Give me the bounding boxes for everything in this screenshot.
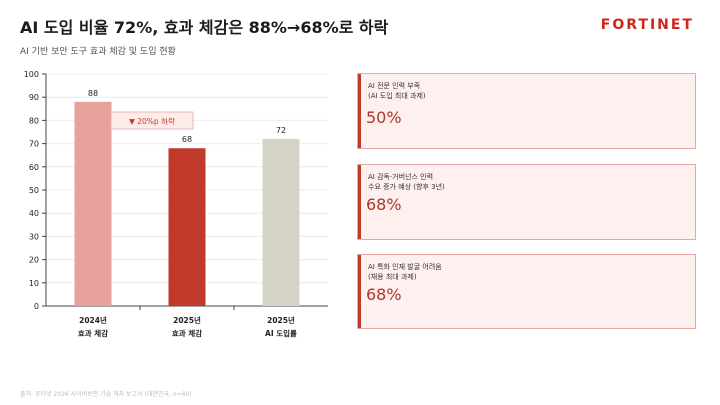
x-tick-label: 효과 체감 [172,328,202,338]
y-tick-label: 60 [29,163,39,172]
card-label: AI 전문 인력 부족 (AI 도입 최대 과제) [368,82,426,100]
page-subtitle: AI 기반 보안 도구 효과 체감 및 도입 현황 [20,47,176,57]
y-tick-label: 90 [29,93,39,102]
y-tick-label: 50 [29,186,39,195]
y-tick-label: 80 [29,116,39,125]
y-tick-label: 0 [34,302,39,311]
card-value: 68% [366,195,402,214]
x-tick-label: 2025년 [267,315,295,325]
x-tick-label: AI 도입률 [265,328,297,338]
card-accent-bar [358,74,361,148]
y-tick-label: 100 [24,70,39,79]
x-tick-label: 2024년 [79,315,107,325]
stat-card-ai-talent-shortage: AI 전문 인력 부족 (AI 도입 최대 과제) 50% [357,73,696,149]
x-tick-label: 2025년 [173,315,201,325]
y-tick-label: 10 [29,279,39,288]
bar [168,148,206,306]
x-tick-label: 효과 체감 [78,328,108,338]
card-label: AI 특화 인재 발굴 어려움 (채용 최대 과제) [368,263,442,281]
drop-annotation-label: ▼ 20%p 하락 [129,116,175,126]
card-label: AI 감독·거버넌스 인력 수요 증가 예상 (향후 3년) [368,173,445,191]
stat-card-governance-demand: AI 감독·거버넌스 인력 수요 증가 예상 (향후 3년) 68% [357,164,696,240]
stat-card-talent-hiring: AI 특화 인재 발굴 어려움 (채용 최대 과제) 68% [357,254,696,329]
y-tick-label: 40 [29,209,39,218]
card-value: 50% [366,108,402,127]
bar [262,138,300,306]
bar [74,101,112,306]
card-accent-bar [358,255,361,328]
bar-value-label: 68 [182,135,192,144]
source-footnote: 출처: 포티넷 2026 사이버보안 기술 격차 보고서 (대한민국, n=60… [20,391,192,398]
y-tick-label: 30 [29,232,39,241]
drop-annotation-box [110,111,194,130]
card-accent-bar [358,165,361,239]
y-tick-label: 70 [29,140,39,149]
bar-value-label: 72 [276,126,286,135]
page-title: AI 도입 비율 72%, 효과 체감은 88%→68%로 하락 [20,18,389,37]
y-tick-label: 20 [29,256,39,265]
bar-value-label: 88 [88,89,98,98]
card-value: 68% [366,285,402,304]
fortinet-logo: FORTINET [600,17,694,33]
